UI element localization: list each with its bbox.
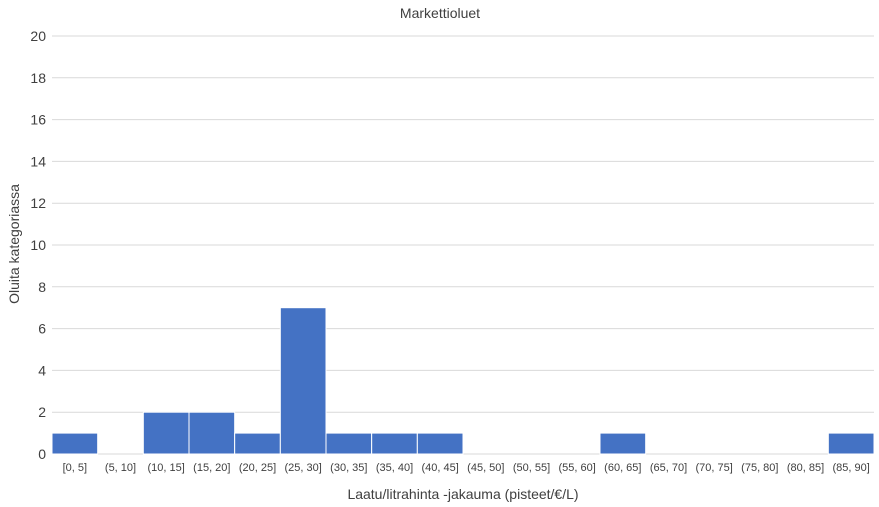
x-axis-title: Laatu/litrahinta -jakauma (pisteet/€/L) [347, 486, 578, 502]
y-tick-label: 14 [30, 153, 46, 169]
bar [142, 411, 190, 455]
x-tick-label: (55, 60] [559, 462, 596, 474]
y-tick-label: 6 [38, 321, 46, 337]
y-tick-label: 4 [38, 362, 46, 378]
gridlines [52, 35, 874, 455]
x-tick-label: (50, 55] [513, 462, 550, 474]
bar [371, 432, 418, 455]
y-axis-ticks: 0 2 4 6 8 10 12 14 16 18 20 [30, 28, 46, 462]
y-tick-label: 12 [30, 195, 46, 211]
bar [279, 307, 327, 455]
x-tick-label: (70, 75] [696, 462, 733, 474]
chart-title: Markettioluet [400, 5, 480, 21]
x-tick-label: (5, 10] [105, 462, 136, 474]
x-tick-label: [0, 5] [63, 462, 87, 474]
y-axis-title: Oluita kategoriassa [6, 184, 22, 304]
y-tick-label: 10 [30, 237, 46, 253]
x-tick-label: (85, 90] [833, 462, 870, 474]
bar [599, 432, 647, 455]
bar [234, 432, 281, 455]
x-tick-label: (40, 45] [422, 462, 459, 474]
x-tick-label: (10, 15] [148, 462, 185, 474]
x-tick-label: (35, 40] [376, 462, 413, 474]
x-tick-label: (60, 65] [604, 462, 641, 474]
x-tick-label: (80, 85] [787, 462, 824, 474]
y-tick-label: 0 [38, 446, 46, 462]
x-tick-label: (65, 70] [650, 462, 687, 474]
bar [325, 432, 373, 455]
y-tick-label: 2 [38, 404, 46, 420]
bar [416, 432, 464, 455]
y-tick-label: 16 [30, 112, 46, 128]
y-tick-label: 8 [38, 279, 46, 295]
x-tick-label: (45, 50] [467, 462, 504, 474]
bars [51, 307, 875, 455]
x-tick-label: (75, 80] [741, 462, 778, 474]
bar [51, 432, 99, 455]
x-tick-label: (15, 20] [193, 462, 230, 474]
x-tick-label: (20, 25] [239, 462, 276, 474]
y-tick-label: 20 [30, 28, 46, 44]
bar [827, 432, 875, 455]
bar [188, 411, 236, 455]
x-tick-label: (25, 30] [285, 462, 322, 474]
x-axis-ticks: [0, 5] (5, 10] (10, 15] (15, 20] (20, 25] (25… [63, 462, 870, 474]
x-tick-label: (30, 35] [330, 462, 367, 474]
y-tick-label: 18 [30, 70, 46, 86]
